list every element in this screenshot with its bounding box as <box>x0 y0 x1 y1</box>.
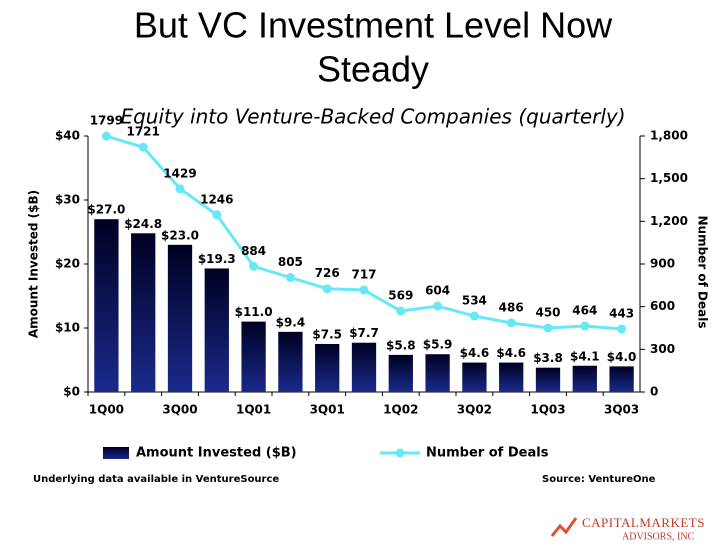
line-label: 450 <box>535 306 560 320</box>
y2-axis-label: Number of Deals <box>696 215 710 328</box>
y-tick-label: $0 <box>63 385 80 399</box>
source: Source: VentureOne <box>542 474 656 485</box>
note: Underlying data available in VentureSour… <box>33 474 279 485</box>
bar-label: $7.5 <box>312 328 342 342</box>
line-marker <box>580 321 590 331</box>
y-tick-label: $20 <box>55 257 80 271</box>
y2-tick-label: 600 <box>650 299 675 313</box>
bar-label: $5.8 <box>386 338 416 352</box>
x-tick-label: 1Q01 <box>236 403 271 417</box>
line-label: 805 <box>278 255 303 269</box>
line-label: 717 <box>351 268 376 282</box>
logo-icon <box>550 517 578 537</box>
line-marker <box>396 306 406 316</box>
bar <box>94 219 119 392</box>
bar <box>315 344 340 392</box>
bar <box>131 233 156 392</box>
line-marker <box>212 210 222 220</box>
y2-tick-label: 900 <box>650 257 675 271</box>
y-axis-label: Amount Invested ($B) <box>27 190 41 338</box>
line-label: 1799 <box>90 114 123 128</box>
bar <box>204 268 229 392</box>
line-marker <box>285 273 295 283</box>
bar <box>535 367 561 392</box>
legend-label: Number of Deals <box>426 446 549 461</box>
bar-label: $11.0 <box>235 305 273 319</box>
bar <box>351 342 377 392</box>
line-marker <box>175 184 185 194</box>
bar <box>609 366 634 392</box>
bar-label: $23.0 <box>161 228 199 242</box>
bar-label: $5.9 <box>423 338 453 352</box>
line-label: 443 <box>609 306 634 320</box>
bar <box>167 244 193 392</box>
line-label: 1429 <box>163 166 196 180</box>
chart-subtitle: Equity into Venture-Backed Companies (qu… <box>120 105 625 129</box>
x-tick-label: 1Q00 <box>89 403 124 417</box>
logo-subtext: ADVISORS, INC <box>622 531 695 542</box>
line-label: 486 <box>499 300 524 314</box>
line-marker <box>506 318 516 328</box>
chart-title-1: But VC Investment Level Now <box>134 5 613 46</box>
bar <box>241 321 266 392</box>
line-label: 1246 <box>200 192 233 206</box>
line-marker <box>469 311 479 321</box>
bar <box>425 354 450 392</box>
y-tick-label: $40 <box>55 129 80 143</box>
line-marker <box>359 285 369 295</box>
bar-label: $3.8 <box>533 351 563 365</box>
legend-marker <box>395 448 405 458</box>
y2-tick-label: 300 <box>650 342 675 356</box>
y2-tick-label: 1,200 <box>650 214 688 228</box>
line-marker <box>249 261 259 271</box>
line-marker <box>433 301 443 311</box>
line-label: 884 <box>241 244 266 258</box>
line-marker <box>138 142 148 152</box>
x-tick-label: 3Q01 <box>310 403 345 417</box>
bar-label: $4.0 <box>607 350 637 364</box>
chart-title-2: Steady <box>317 49 429 90</box>
y2-tick-label: 1,500 <box>650 171 688 185</box>
line-label: 569 <box>388 289 413 303</box>
line-label: 604 <box>425 284 450 298</box>
bar-label: $27.0 <box>87 203 125 217</box>
bar <box>462 362 487 392</box>
bar-label: $9.4 <box>276 315 306 329</box>
line-label: 534 <box>462 294 487 308</box>
bar <box>388 354 413 392</box>
bar <box>278 331 303 392</box>
bar <box>499 362 524 392</box>
bar-label: $7.7 <box>349 326 379 340</box>
bar-label: $24.8 <box>124 217 162 231</box>
line-marker <box>101 131 111 141</box>
line-marker <box>617 324 627 334</box>
y-tick-label: $30 <box>55 193 80 207</box>
bar-label: $4.6 <box>496 346 526 360</box>
bar-label: $19.3 <box>198 252 236 266</box>
x-tick-label: 3Q02 <box>457 403 492 417</box>
line-label: 726 <box>315 266 340 280</box>
line-marker <box>543 323 553 333</box>
line-label: 1721 <box>126 125 159 139</box>
x-tick-label: 1Q03 <box>530 403 565 417</box>
line-label: 464 <box>572 304 597 318</box>
line-marker <box>322 284 332 294</box>
bar <box>572 365 597 392</box>
legend-swatch <box>103 447 129 459</box>
logo-text: CAPITALMARKETS <box>582 515 705 530</box>
x-tick-label: 3Q00 <box>162 403 197 417</box>
bar-label: $4.1 <box>570 349 600 363</box>
y-tick-label: $10 <box>55 321 80 335</box>
bar-label: $4.6 <box>460 346 490 360</box>
y2-tick-label: 1,800 <box>650 129 688 143</box>
x-tick-label: 1Q02 <box>383 403 418 417</box>
legend-label: Amount Invested ($B) <box>136 446 297 461</box>
x-tick-label: 3Q03 <box>604 403 639 417</box>
y2-tick-label: 0 <box>650 385 658 399</box>
